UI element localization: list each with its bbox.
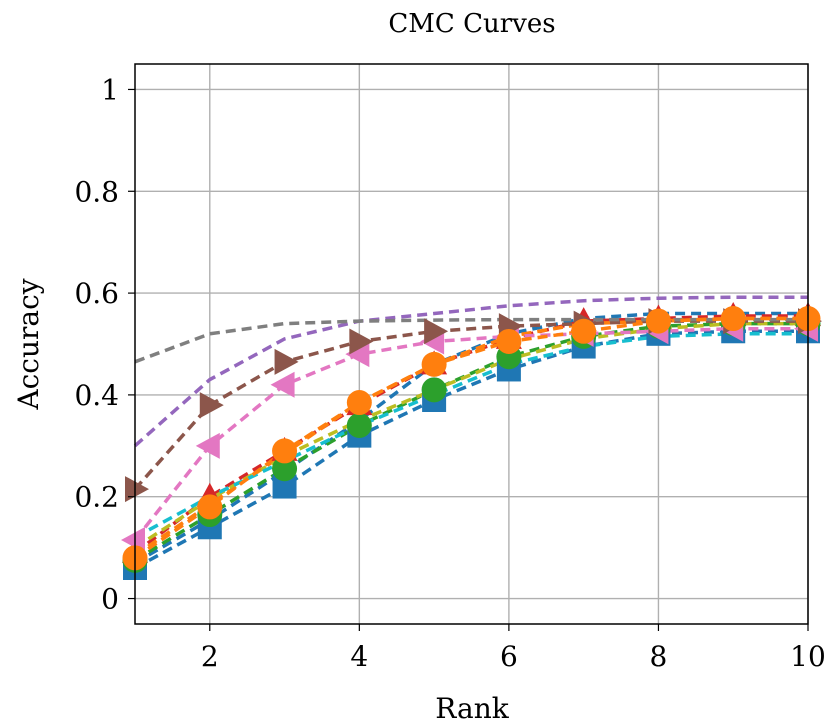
series-line-8 <box>133 319 808 491</box>
series-7-point-4 <box>345 341 370 368</box>
y-tick-label-5: 1 <box>101 73 119 106</box>
series-11-point-5 <box>421 351 447 377</box>
x-tick-label-4: 10 <box>790 640 826 673</box>
series-line-9 <box>133 295 808 448</box>
series-8-point-4 <box>349 328 374 355</box>
series-11-point-3 <box>272 438 298 464</box>
series-11-point-9 <box>720 306 746 332</box>
x-axis-label: Rank <box>435 692 509 725</box>
series-4-point-3 <box>272 456 298 482</box>
series-11-point-4 <box>346 390 372 416</box>
series-8-point-3 <box>274 348 299 375</box>
y-tick-label-0: 0 <box>101 583 119 616</box>
y-tick-label-2: 0.4 <box>74 379 119 412</box>
series-line-0 <box>134 329 808 570</box>
grid-lines <box>135 64 809 624</box>
series-line-2 <box>133 314 808 555</box>
y-axis-label: Accuracy <box>12 278 45 410</box>
x-tick-label-3: 8 <box>650 640 668 673</box>
series-line-11 <box>134 316 808 560</box>
y-ticks: 0 0.2 0.4 0.6 0.8 1 <box>74 73 135 616</box>
series-line-6 <box>134 332 808 540</box>
y-tick-label-1: 0.2 <box>74 481 119 514</box>
series-11-point-2 <box>197 494 223 520</box>
series-line-1 <box>134 311 808 565</box>
series-7-point-3 <box>270 371 295 398</box>
series-11-point-7 <box>571 318 597 344</box>
chart-title: CMC Curves <box>388 9 555 39</box>
series-line-10 <box>134 317 808 364</box>
y-tick-label-4: 0.8 <box>74 175 119 208</box>
series-11-point-8 <box>645 308 671 334</box>
y-tick-label-3: 0.6 <box>74 277 119 310</box>
x-ticks: 2 4 6 8 10 <box>201 624 826 673</box>
series-line-3 <box>134 316 808 557</box>
series-7-point-2 <box>195 432 220 459</box>
series-11-point-6 <box>496 328 522 354</box>
x-tick-label-0: 2 <box>201 640 219 673</box>
series-8-point-5 <box>424 318 449 345</box>
series-8-point-1 <box>125 476 149 503</box>
series-line-4 <box>134 321 808 562</box>
series-4-point-5 <box>421 377 447 403</box>
series-4-point-4 <box>346 412 372 438</box>
plot-frame <box>134 63 809 625</box>
curves <box>121 295 822 580</box>
x-tick-label-1: 4 <box>350 640 368 673</box>
series-8-point-2 <box>199 392 224 419</box>
series-line-7 <box>133 326 808 542</box>
x-tick-label-2: 6 <box>500 640 518 673</box>
